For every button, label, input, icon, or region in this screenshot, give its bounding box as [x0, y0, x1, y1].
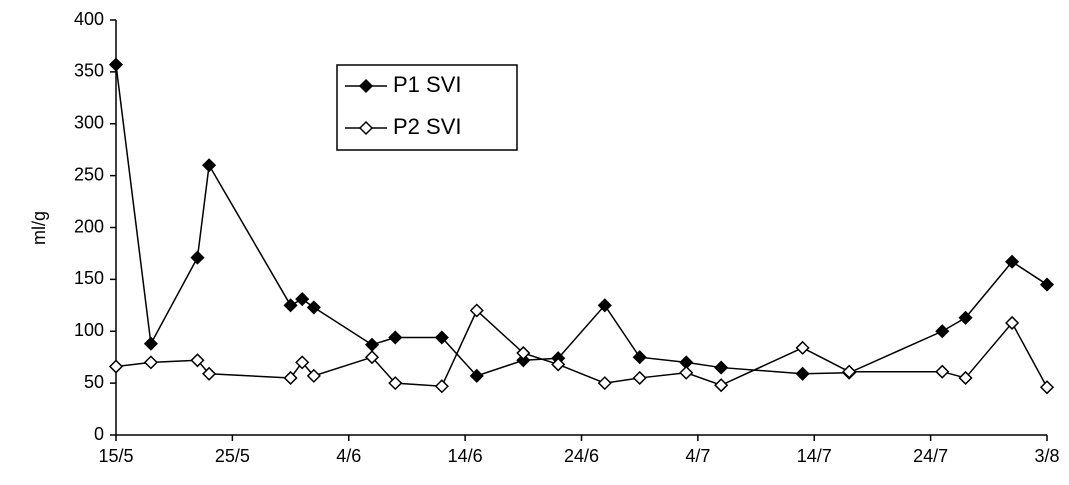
- y-tick-label: 100: [74, 320, 104, 340]
- legend-label: P2 SVI: [393, 114, 461, 139]
- data-point: [597, 376, 612, 391]
- x-tick-label: 14/7: [797, 446, 832, 466]
- data-point: [388, 376, 403, 391]
- data-point: [795, 340, 810, 355]
- series-line: [115, 64, 1048, 377]
- x-tick-label: 25/5: [215, 446, 250, 466]
- data-point: [143, 355, 158, 370]
- data-point: [1039, 277, 1055, 292]
- data-point: [795, 366, 810, 381]
- data-point: [190, 250, 205, 265]
- data-point: [516, 345, 531, 361]
- data-point: [295, 292, 310, 307]
- x-tick-label: 15/5: [98, 446, 133, 466]
- data-point: [283, 298, 298, 313]
- y-tick-label: 0: [94, 424, 104, 444]
- data-point: [597, 298, 612, 313]
- data-point: [1005, 315, 1020, 331]
- series-line: [115, 309, 1048, 388]
- data-point: [935, 364, 950, 379]
- data-point: [108, 57, 124, 72]
- y-tick-label: 150: [74, 268, 104, 288]
- x-tick-label: 14/6: [448, 446, 483, 466]
- y-tick-label: 350: [74, 61, 104, 81]
- legend: P1 SVI P2 SVI: [336, 64, 518, 151]
- data-point: [283, 370, 298, 385]
- data-point: [434, 379, 449, 394]
- data-point: [632, 370, 647, 385]
- legend-label: P1 SVI: [393, 72, 461, 97]
- data-point: [202, 366, 217, 381]
- data-point: [306, 368, 321, 383]
- y-tick-label: 300: [74, 113, 104, 133]
- data-point: [958, 370, 973, 385]
- data-point: [1005, 254, 1020, 269]
- y-tick-label: 250: [74, 164, 104, 184]
- x-tick-label: 24/6: [564, 446, 599, 466]
- data-point: [202, 158, 217, 173]
- data-point: [551, 357, 566, 372]
- x-tick-label: 4/7: [685, 446, 710, 466]
- data-point: [295, 355, 310, 370]
- data-point: [632, 350, 647, 365]
- data-point: [469, 303, 484, 318]
- x-tick-label: 24/7: [913, 446, 948, 466]
- legend-marker: [358, 78, 374, 94]
- x-tick-label: 4/6: [336, 446, 361, 466]
- legend-box: [336, 64, 518, 151]
- data-point: [143, 336, 158, 351]
- data-point: [190, 353, 205, 368]
- data-point: [388, 330, 403, 345]
- data-point: [108, 359, 124, 374]
- data-point: [364, 337, 380, 352]
- data-point: [306, 300, 321, 315]
- data-point: [679, 365, 694, 380]
- data-point: [469, 368, 484, 383]
- data-point: [434, 330, 449, 345]
- data-point: [516, 353, 531, 368]
- x-tick-label: 3/8: [1034, 446, 1059, 466]
- legend-marker: [358, 120, 374, 136]
- y-tick-label: 400: [74, 9, 104, 29]
- data-point: [958, 310, 973, 325]
- y-axis-label: ml/g: [29, 211, 49, 245]
- data-point: [842, 364, 857, 379]
- data-point: [364, 350, 380, 365]
- data-point: [935, 324, 950, 339]
- data-point: [1039, 380, 1055, 395]
- data-point: [714, 378, 729, 393]
- y-tick-label: 200: [74, 216, 104, 236]
- y-tick-label: 50: [84, 372, 104, 392]
- data-point: [714, 360, 729, 375]
